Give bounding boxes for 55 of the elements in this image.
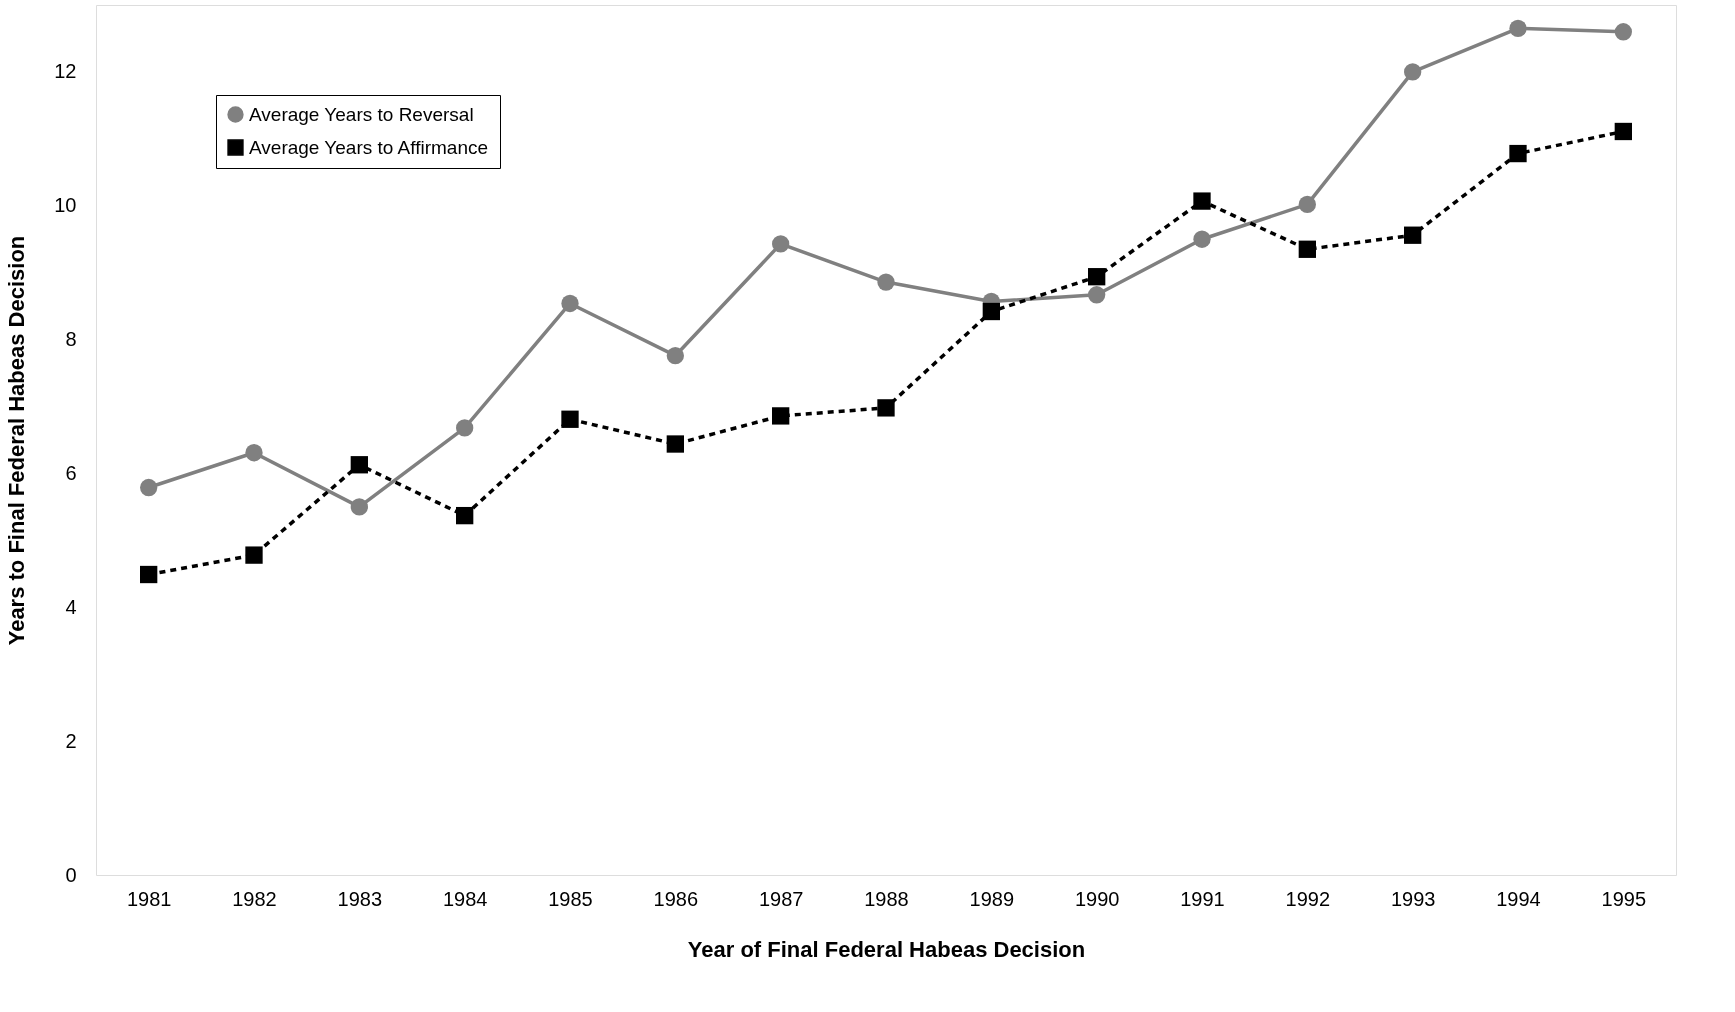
x-tick-label: 1994 bbox=[1496, 887, 1541, 910]
point bbox=[561, 410, 579, 428]
y-tick-label: 8 bbox=[65, 328, 77, 351]
y-tick-label: 0 bbox=[65, 863, 77, 886]
point bbox=[140, 478, 158, 497]
y-tick-label: 12 bbox=[54, 60, 77, 83]
point bbox=[772, 407, 790, 425]
x-tick-label: 1982 bbox=[232, 887, 277, 910]
x-tick-label: 1988 bbox=[864, 887, 909, 910]
point bbox=[140, 565, 158, 584]
point bbox=[1509, 144, 1527, 163]
x-tick-label: 1987 bbox=[758, 887, 804, 910]
x-tick-label: 1995 bbox=[1601, 887, 1647, 910]
point bbox=[350, 498, 368, 516]
x-tick-label: 1983 bbox=[337, 887, 383, 910]
x-tick-label: 1993 bbox=[1390, 887, 1436, 910]
y-tick-label: 6 bbox=[65, 461, 77, 484]
point bbox=[1088, 268, 1106, 286]
x-tick-label: 1986 bbox=[653, 887, 699, 910]
point bbox=[245, 546, 263, 564]
legend-label: Average Years to Reversal bbox=[249, 103, 474, 125]
point bbox=[982, 302, 1000, 321]
x-tick-label: 1981 bbox=[126, 887, 172, 910]
point bbox=[456, 506, 474, 525]
x-axis-title: Year of Final Federal Habeas Decision bbox=[687, 936, 1086, 962]
point bbox=[1404, 226, 1422, 244]
point bbox=[877, 273, 895, 291]
point bbox=[1298, 195, 1316, 214]
x-tick-label: 1984 bbox=[442, 887, 488, 910]
point bbox=[772, 235, 790, 253]
point bbox=[666, 347, 684, 365]
point bbox=[666, 435, 684, 453]
point bbox=[561, 294, 579, 313]
point bbox=[1298, 240, 1316, 258]
y-tick-label: 2 bbox=[65, 729, 77, 752]
point bbox=[456, 419, 474, 437]
point bbox=[1614, 122, 1632, 141]
x-tick-label: 1985 bbox=[548, 887, 593, 910]
y-tick-label: 10 bbox=[54, 194, 77, 217]
legend-label: Average Years to Affirmance bbox=[249, 136, 489, 158]
point bbox=[1404, 63, 1422, 81]
x-tick-label: 1989 bbox=[969, 887, 1015, 910]
point bbox=[1614, 23, 1632, 41]
point bbox=[1509, 19, 1527, 38]
point bbox=[350, 456, 368, 474]
x-tick-label: 1992 bbox=[1285, 887, 1331, 910]
point bbox=[877, 399, 895, 417]
point bbox=[1193, 192, 1211, 210]
point bbox=[245, 444, 263, 462]
y-tick-label: 4 bbox=[65, 595, 77, 618]
point bbox=[1088, 286, 1106, 304]
point bbox=[1193, 230, 1211, 248]
x-tick-label: 1990 bbox=[1074, 887, 1120, 910]
x-tick-label: 1991 bbox=[1180, 887, 1225, 910]
y-axis-title: Years to Final Federal Habeas Decision bbox=[4, 235, 30, 646]
